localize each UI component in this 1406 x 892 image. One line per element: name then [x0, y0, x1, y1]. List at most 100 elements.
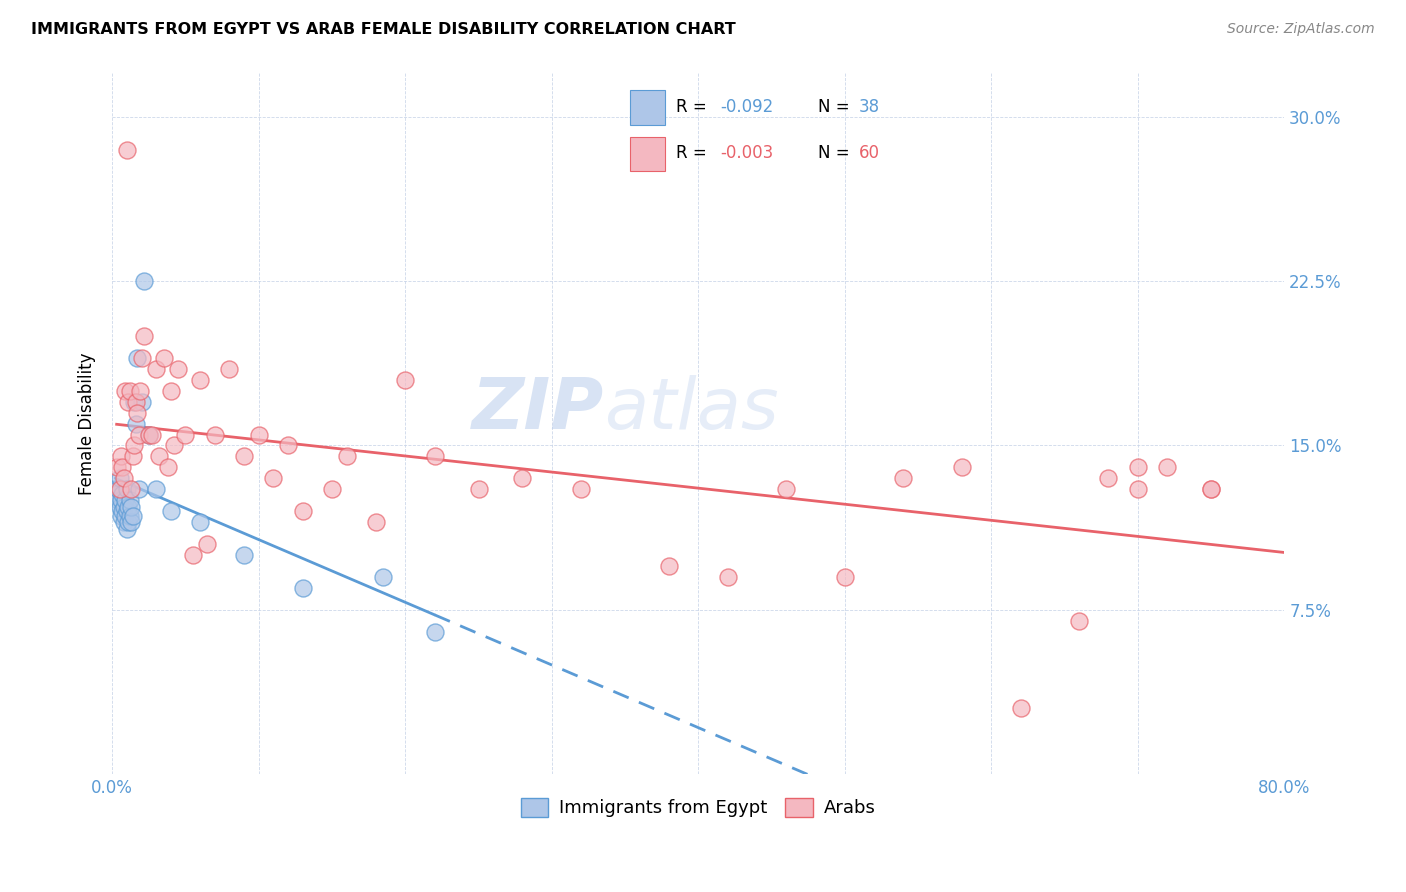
Point — [121, 508, 143, 523]
Point — [114, 384, 136, 398]
Point — [181, 548, 204, 562]
Point — [105, 486, 128, 500]
Point — [197, 537, 219, 551]
Point — [160, 384, 183, 398]
Point — [834, 570, 856, 584]
Point — [122, 394, 145, 409]
Point — [1069, 614, 1091, 628]
Point — [114, 508, 136, 523]
Point — [336, 450, 359, 464]
Point — [120, 483, 142, 497]
Point — [104, 483, 127, 497]
Point — [107, 493, 129, 508]
Point — [247, 427, 270, 442]
Y-axis label: Female Disability: Female Disability — [79, 352, 96, 495]
Point — [107, 483, 129, 497]
Point — [115, 522, 138, 536]
Point — [121, 450, 143, 464]
Point — [122, 438, 145, 452]
Point — [120, 500, 142, 514]
Point — [1010, 701, 1032, 715]
Point — [156, 460, 179, 475]
Point — [117, 394, 139, 409]
Text: ZIP: ZIP — [472, 375, 605, 444]
Point — [131, 351, 153, 365]
Point — [134, 274, 156, 288]
Text: Source: ZipAtlas.com: Source: ZipAtlas.com — [1227, 22, 1375, 37]
Point — [1126, 483, 1149, 497]
Point — [105, 460, 128, 475]
Point — [277, 438, 299, 452]
Point — [1199, 483, 1222, 497]
Point — [291, 504, 314, 518]
Point — [204, 427, 226, 442]
Point — [117, 500, 139, 514]
Point — [110, 493, 132, 508]
Point — [108, 500, 131, 514]
Text: IMMIGRANTS FROM EGYPT VS ARAB FEMALE DISABILITY CORRELATION CHART: IMMIGRANTS FROM EGYPT VS ARAB FEMALE DIS… — [31, 22, 735, 37]
Point — [658, 558, 681, 573]
Point — [108, 483, 131, 497]
Point — [950, 460, 973, 475]
Point — [114, 493, 136, 508]
Point — [1156, 460, 1178, 475]
Point — [569, 483, 592, 497]
Point — [108, 471, 131, 485]
Point — [125, 417, 148, 431]
Point — [1199, 483, 1222, 497]
Point — [141, 427, 163, 442]
Point — [775, 483, 797, 497]
Point — [467, 483, 489, 497]
Point — [423, 624, 446, 639]
Point — [233, 548, 256, 562]
Point — [1097, 471, 1119, 485]
Point — [120, 515, 142, 529]
Point — [364, 515, 387, 529]
Point — [115, 143, 138, 157]
Point — [163, 438, 186, 452]
Point — [112, 515, 135, 529]
Point — [129, 384, 152, 398]
Point — [394, 373, 416, 387]
Point — [118, 384, 141, 398]
Point — [110, 508, 132, 523]
Point — [188, 515, 211, 529]
Point — [128, 427, 150, 442]
Point — [152, 351, 174, 365]
Point — [145, 361, 167, 376]
Point — [373, 570, 395, 584]
Point — [128, 483, 150, 497]
Point — [134, 329, 156, 343]
Point — [125, 394, 148, 409]
Point — [110, 450, 132, 464]
Point — [233, 450, 256, 464]
Point — [321, 483, 343, 497]
Point — [112, 500, 135, 514]
Point — [145, 483, 167, 497]
Point — [188, 373, 211, 387]
Point — [111, 504, 134, 518]
Point — [138, 427, 160, 442]
Point — [1126, 460, 1149, 475]
Point — [262, 471, 284, 485]
Point — [117, 515, 139, 529]
Point — [115, 483, 138, 497]
Text: atlas: atlas — [605, 375, 779, 444]
Point — [131, 394, 153, 409]
Point — [160, 504, 183, 518]
Point — [291, 581, 314, 595]
Point — [512, 471, 534, 485]
Point — [111, 486, 134, 500]
Point — [218, 361, 240, 376]
Point — [118, 493, 141, 508]
Point — [423, 450, 446, 464]
Point — [174, 427, 197, 442]
Legend: Immigrants from Egypt, Arabs: Immigrants from Egypt, Arabs — [515, 791, 883, 825]
Point — [127, 406, 149, 420]
Point — [115, 504, 138, 518]
Point — [118, 508, 141, 523]
Point — [111, 460, 134, 475]
Point — [138, 427, 160, 442]
Point — [167, 361, 190, 376]
Point — [148, 450, 170, 464]
